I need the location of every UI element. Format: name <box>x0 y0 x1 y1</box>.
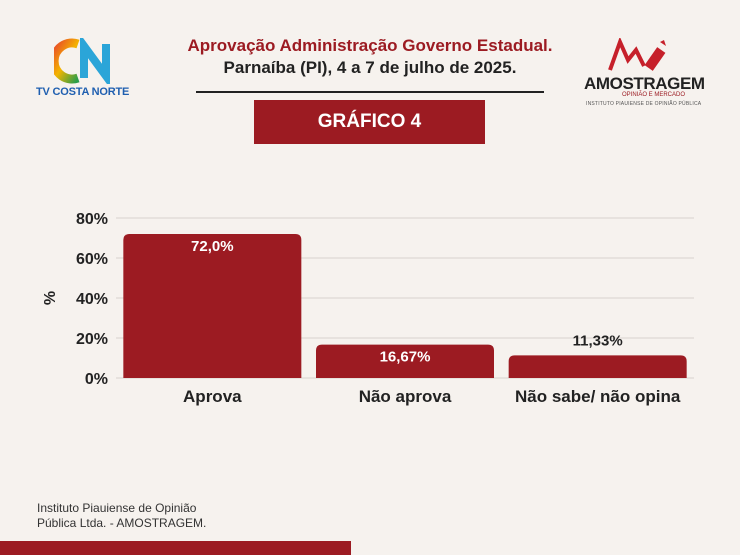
header-divider <box>196 91 544 93</box>
footer-line-2: Pública Ltda. - AMOSTRAGEM. <box>37 516 207 530</box>
tv-costa-norte-name: TV COSTA NORTE <box>36 86 130 98</box>
bar <box>316 344 494 378</box>
y-tick-label: 60% <box>76 251 108 268</box>
footer-source: Instituto Piauiense de Opinião Pública L… <box>37 501 206 531</box>
x-tick-label: Não aprova <box>359 387 452 406</box>
data-label: 11,33% <box>573 332 623 349</box>
data-label: 16,67% <box>380 349 431 366</box>
data-label: 72,0% <box>191 238 234 255</box>
x-tick-label: Aprova <box>183 387 242 406</box>
amostragem-institute: INSTITUTO PIAUIENSE DE OPINIÃO PÚBLICA <box>586 101 702 107</box>
tv-costa-norte-logo: TV COSTA NORTE <box>36 38 148 102</box>
bar <box>123 234 302 378</box>
chart-header: Aprovação Administração Governo Estadual… <box>130 36 610 78</box>
y-axis-label: % <box>42 291 59 305</box>
amostragem-logo: AMOSTRAGEM OPINIÃO E MERCADO INSTITUTO P… <box>584 38 708 112</box>
chart-number-badge: GRÁFICO 4 <box>254 100 485 144</box>
cn-monogram-icon <box>54 38 110 84</box>
chart-title: Aprovação Administração Governo Estadual… <box>187 36 553 55</box>
amostragem-tagline: OPINIÃO E MERCADO <box>622 92 686 98</box>
x-tick-label: Não sabe/ não opina <box>515 387 681 406</box>
bar <box>508 355 687 378</box>
chart-subtitle: Parnaíba (PI), 4 a 7 de julho de 2025. <box>223 58 517 77</box>
y-tick-label: 40% <box>76 291 108 308</box>
y-tick-label: 20% <box>76 331 108 348</box>
y-tick-label: 0% <box>85 371 108 388</box>
footer-line-1: Instituto Piauiense de Opinião <box>37 501 197 515</box>
pencil-chart-icon <box>608 38 666 71</box>
amostragem-brand: AMOSTRAGEM <box>584 74 705 93</box>
footer-accent-bar <box>0 541 351 555</box>
y-tick-label: 80% <box>76 211 108 228</box>
